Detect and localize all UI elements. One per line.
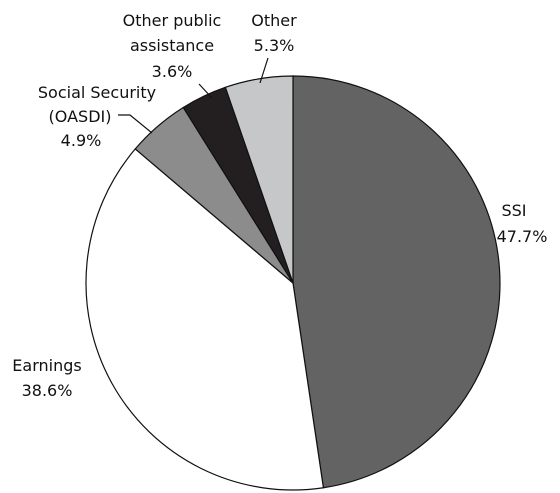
pie-slice-earnings: [85, 148, 325, 491]
other-value-label: 5.3%: [254, 36, 295, 55]
ssi-label: SSI: [501, 201, 526, 220]
social-security-leader-line: [118, 114, 153, 134]
earnings-value-label: 38.6%: [22, 381, 73, 400]
social-security-label-line1: Social Security: [38, 83, 156, 102]
other-label: Other: [251, 11, 297, 30]
social-security-value-label: 4.9%: [61, 131, 102, 150]
pie-slice-other: [224, 75, 294, 284]
other-public-assistance-leader-line: [198, 83, 213, 99]
social-security-label-line2: (OASDI): [49, 107, 112, 126]
other-public-assistance-value-label: 3.6%: [152, 62, 193, 81]
ssi-value-label: 47.7%: [497, 227, 548, 246]
earnings-label: Earnings: [12, 356, 81, 375]
pie-slice-ssi: [292, 75, 501, 489]
other-public-assistance-label-line2: assistance: [130, 36, 214, 55]
other-leader-line: [259, 57, 269, 84]
other-public-assistance-label-line1: Other public: [123, 11, 222, 30]
pie-slices: [85, 75, 501, 491]
